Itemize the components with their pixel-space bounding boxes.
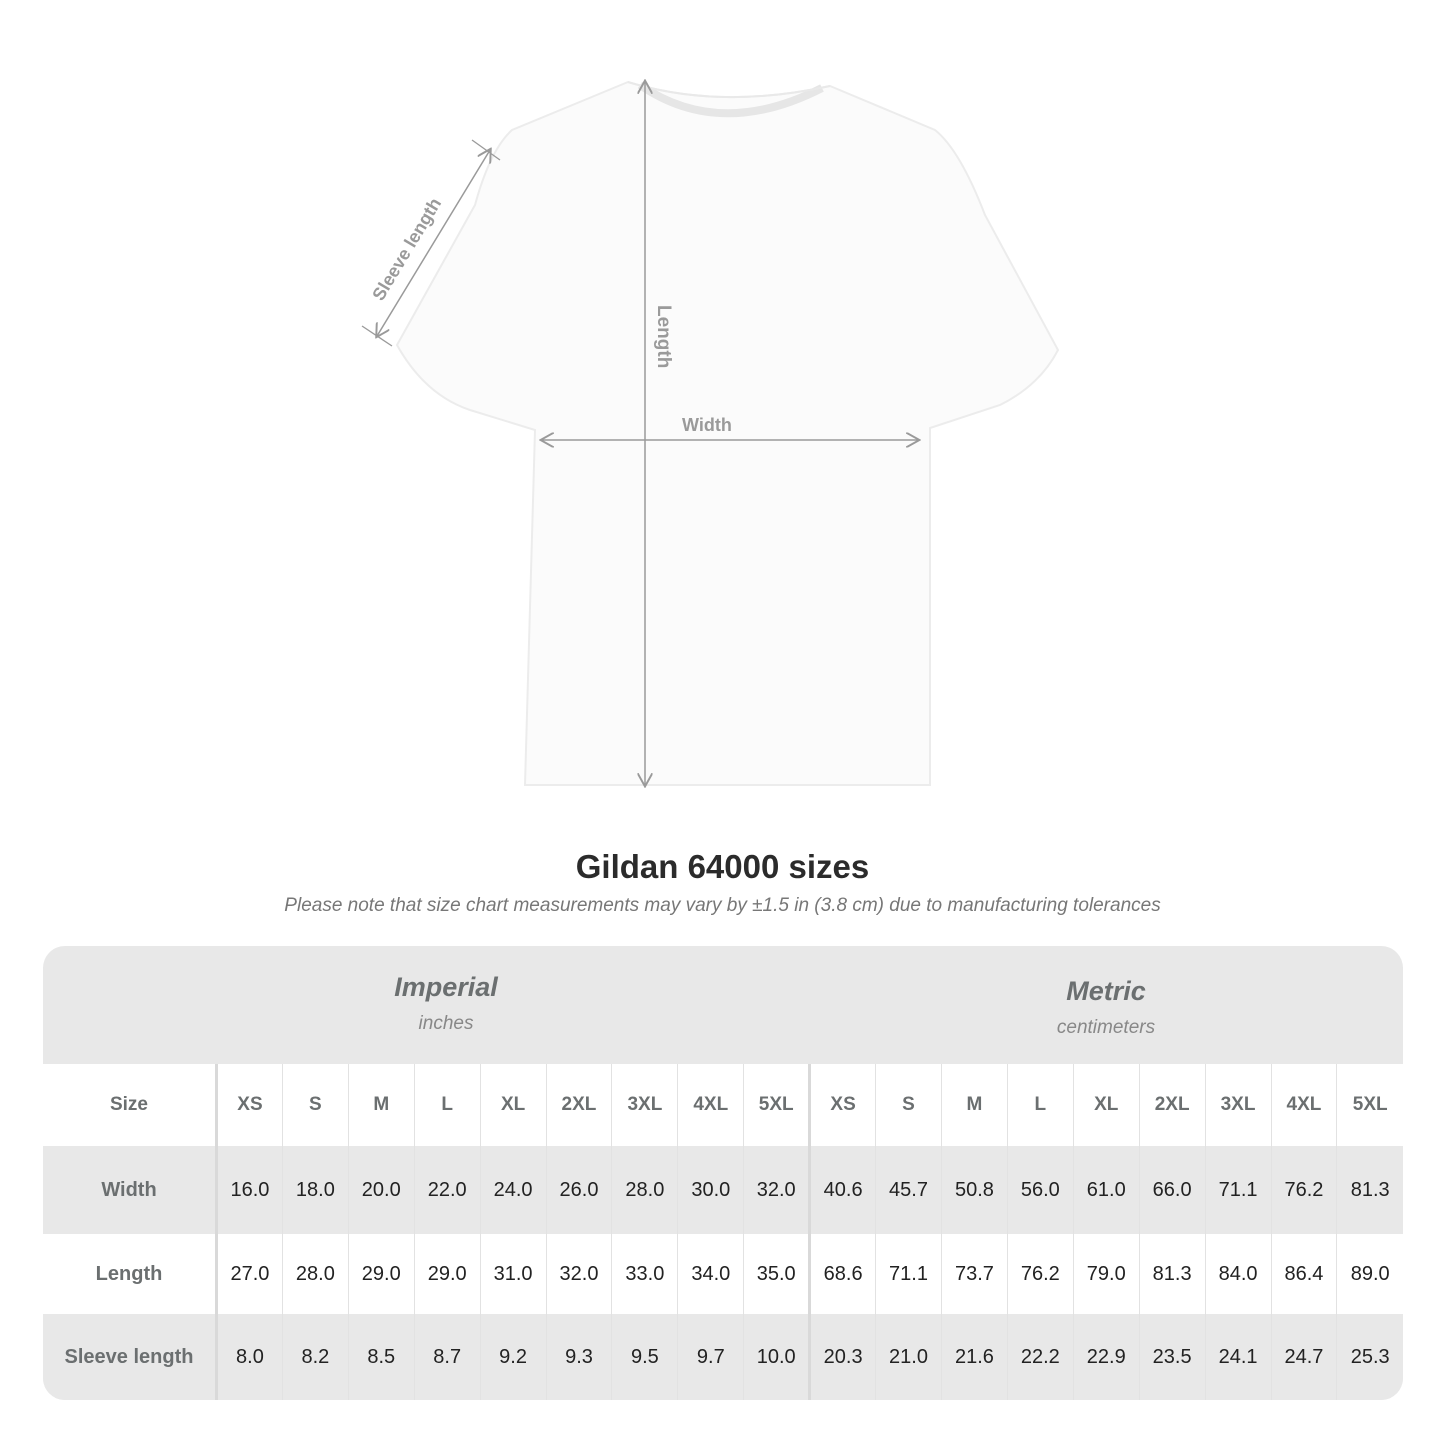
size-label: Size	[43, 1064, 218, 1146]
cell-metric: 25.3	[1336, 1314, 1403, 1400]
page-title: Gildan 64000 sizes	[575, 848, 870, 885]
size-header-imperial: 5XL	[743, 1064, 812, 1146]
cell-imperial: 9.2	[479, 1314, 547, 1400]
cell-metric: 68.6	[809, 1234, 876, 1314]
size-header-metric: XS	[809, 1064, 876, 1146]
size-header-imperial: XL	[479, 1064, 547, 1146]
cell-metric: 73.7	[940, 1234, 1008, 1314]
cell-imperial: 28.0	[281, 1234, 349, 1314]
size-header-imperial: 2XL	[545, 1064, 612, 1146]
size-header-imperial: XS	[216, 1064, 283, 1146]
cell-imperial: 29.0	[413, 1234, 481, 1314]
cell-metric: 71.1	[1204, 1146, 1271, 1234]
cell-imperial: 29.0	[347, 1234, 415, 1314]
size-header-imperial: 3XL	[611, 1064, 678, 1146]
cell-metric: 81.3	[1138, 1234, 1206, 1314]
cell-metric: 61.0	[1072, 1146, 1140, 1234]
cell-imperial: 8.2	[281, 1314, 349, 1400]
imperial-heading: Imperial	[394, 972, 498, 1002]
cell-imperial: 8.0	[216, 1314, 283, 1400]
cell-imperial: 30.0	[677, 1146, 744, 1234]
cell-imperial: 27.0	[216, 1234, 283, 1314]
size-header-metric: 2XL	[1138, 1064, 1206, 1146]
metric-heading: Metric	[1066, 976, 1146, 1006]
size-header-metric: 3XL	[1204, 1064, 1271, 1146]
row-label: Width	[43, 1146, 218, 1234]
cell-metric: 79.0	[1072, 1234, 1140, 1314]
size-header-row: Size XS S M L XL 2XL 3XL 4XL 5XL XS S M L XL 2XL 3XL 4XL 5…	[43, 1064, 1403, 1146]
size-header-metric: L	[1006, 1064, 1074, 1146]
size-header-imperial: S	[281, 1064, 349, 1146]
cell-imperial: 34.0	[677, 1234, 744, 1314]
cell-imperial: 32.0	[743, 1146, 812, 1234]
cell-imperial: 9.5	[611, 1314, 678, 1400]
cell-metric: 22.2	[1006, 1314, 1074, 1400]
size-header-metric: M	[940, 1064, 1008, 1146]
cell-imperial: 8.5	[347, 1314, 415, 1400]
size-chart: Imperial inches Metric centimeters Size X…	[43, 946, 1403, 1400]
size-header-metric: XL	[1072, 1064, 1140, 1146]
table-row: Sleeve length 8.0 8.2 8.5 8.7 9.2 9.3 9.5 9.7 10.…	[43, 1314, 1403, 1400]
cell-metric: 71.1	[875, 1234, 942, 1314]
cell-metric: 40.6	[809, 1146, 876, 1234]
metric-unit: centimeters	[1056, 1017, 1156, 1038]
cell-imperial: 8.7	[413, 1314, 481, 1400]
size-header-imperial: 4XL	[677, 1064, 744, 1146]
size-header-metric: S	[875, 1064, 942, 1146]
cell-metric: 23.5	[1138, 1314, 1206, 1400]
cell-imperial: 10.0	[743, 1314, 812, 1400]
cell-imperial: 20.0	[347, 1146, 415, 1234]
cell-metric: 56.0	[1006, 1146, 1074, 1234]
size-header-imperial: M	[347, 1064, 415, 1146]
cell-metric: 22.9	[1072, 1314, 1140, 1400]
cell-imperial: 24.0	[479, 1146, 547, 1234]
cell-metric: 76.2	[1006, 1234, 1074, 1314]
row-label: Sleeve length	[43, 1314, 218, 1400]
cell-metric: 45.7	[875, 1146, 942, 1234]
cell-metric: 84.0	[1204, 1234, 1271, 1314]
cell-metric: 21.6	[940, 1314, 1008, 1400]
cell-imperial: 9.3	[545, 1314, 612, 1400]
cell-imperial: 9.7	[677, 1314, 744, 1400]
cell-metric: 86.4	[1270, 1234, 1337, 1314]
cell-imperial: 22.0	[413, 1146, 481, 1234]
sleeve-measure-line	[377, 150, 490, 336]
imperial-header: Imperial inches	[215, 946, 677, 1064]
cell-imperial: 18.0	[281, 1146, 349, 1234]
width-label: Width	[682, 415, 732, 435]
imperial-unit: inches	[418, 1013, 474, 1034]
cell-metric: 81.3	[1336, 1146, 1403, 1234]
size-header-metric: 5XL	[1336, 1064, 1403, 1146]
size-header-metric: 4XL	[1270, 1064, 1337, 1146]
cell-metric: 24.1	[1204, 1314, 1271, 1400]
cell-metric: 21.0	[875, 1314, 942, 1400]
cell-imperial: 35.0	[743, 1234, 812, 1314]
cell-imperial: 33.0	[611, 1234, 678, 1314]
tolerance-note: Please note that size chart measurements…	[284, 895, 1161, 916]
table-row: Width 16.0 18.0 20.0 22.0 24.0 26.0 28.0 30.0 32.…	[43, 1146, 1403, 1234]
table-row: Length 27.0 28.0 29.0 29.0 31.0 32.0 33.0 34.0 35…	[43, 1234, 1403, 1314]
cell-imperial: 26.0	[545, 1146, 612, 1234]
cell-metric: 24.7	[1270, 1314, 1337, 1400]
cell-metric: 66.0	[1138, 1146, 1206, 1234]
size-header-imperial: L	[413, 1064, 481, 1146]
tshirt-diagram: Sleeve length Length Width	[361, 0, 1060, 820]
metric-header: Metric centimeters	[809, 946, 1403, 1064]
size-table: Size XS S M L XL 2XL 3XL 4XL 5XL XS S M L XL 2XL 3XL 4XL 5…	[43, 1064, 1403, 1400]
length-label: Length	[653, 305, 674, 368]
cell-metric: 89.0	[1336, 1234, 1403, 1314]
cell-imperial: 32.0	[545, 1234, 612, 1314]
row-label: Length	[43, 1234, 218, 1314]
cell-imperial: 16.0	[216, 1146, 283, 1234]
cell-metric: 20.3	[809, 1314, 876, 1400]
cell-imperial: 28.0	[611, 1146, 678, 1234]
cell-metric: 76.2	[1270, 1146, 1337, 1234]
cell-metric: 50.8	[940, 1146, 1008, 1234]
cell-imperial: 31.0	[479, 1234, 547, 1314]
